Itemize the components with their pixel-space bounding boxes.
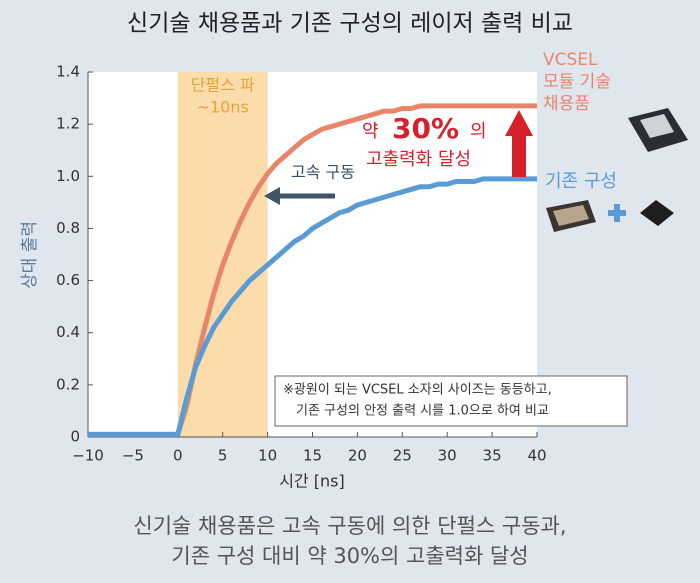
x-tick-label: 30	[438, 447, 457, 465]
x-tick-label: 10	[258, 447, 277, 465]
gain-label: 30%	[392, 112, 459, 145]
x-tick-label: 35	[483, 447, 502, 465]
y-tick-label: 1.4	[56, 63, 80, 81]
gain-label: 약	[362, 121, 379, 142]
x-tick-label: 25	[393, 447, 412, 465]
note-text: ※광원이 되는 VCSEL 소자의 사이즈는 동등하고,	[283, 383, 552, 398]
gain-arrow	[512, 135, 526, 177]
x-axis-label: 시간 [ns]	[279, 472, 345, 491]
conventional-icons	[546, 200, 674, 232]
y-tick-label: 0.8	[56, 219, 80, 237]
gain-label: 고출력화 달성	[366, 149, 471, 170]
x-tick-label: 15	[303, 447, 322, 465]
series-line	[88, 176, 537, 437]
y-tick-label: 1.2	[56, 115, 80, 133]
x-tick-label: 40	[527, 447, 546, 465]
y-tick-label: 0	[70, 428, 80, 446]
speed-arrowhead	[264, 187, 280, 205]
speed-label: 고속 구동	[291, 163, 355, 182]
caption: 기존 구성 대비 약 30%의 고출력화 달성	[171, 544, 528, 568]
legend-label: 기존 구성	[545, 171, 617, 192]
y-axis-label: 상대 출력	[20, 221, 40, 289]
chart-title: 신기술 채용품과 기존 구성의 레이저 출력 비교	[127, 11, 573, 37]
caption: 신기술 채용품은 고속 구동에 의한 단펄스 구동과,	[133, 514, 566, 538]
gain-label: 의	[470, 121, 487, 142]
y-tick-label: 1.0	[56, 167, 80, 185]
band-label: ~10ns	[197, 98, 249, 117]
band-label: 단펄스 파	[191, 76, 255, 95]
y-tick-label: 0.4	[56, 323, 80, 341]
legend-label: 채용품	[543, 94, 590, 114]
y-tick-label: 0.2	[56, 375, 80, 393]
x-tick-label: 20	[348, 447, 367, 465]
x-tick-label: −10	[72, 447, 104, 465]
note-box	[274, 375, 628, 427]
note-text: 기존 구성의 안정 출력 시를 1.0으로 하여 비교	[296, 404, 549, 419]
x-tick-label: −5	[122, 447, 144, 465]
x-tick-label: 0	[173, 447, 183, 465]
legend-label: 모듈 기술	[543, 72, 611, 92]
x-tick-label: 5	[218, 447, 228, 465]
y-tick-label: 0.6	[56, 271, 80, 289]
vcsel-module-icon	[628, 108, 688, 152]
legend-label: VCSEL	[543, 50, 598, 70]
gain-arrowhead	[505, 110, 533, 136]
